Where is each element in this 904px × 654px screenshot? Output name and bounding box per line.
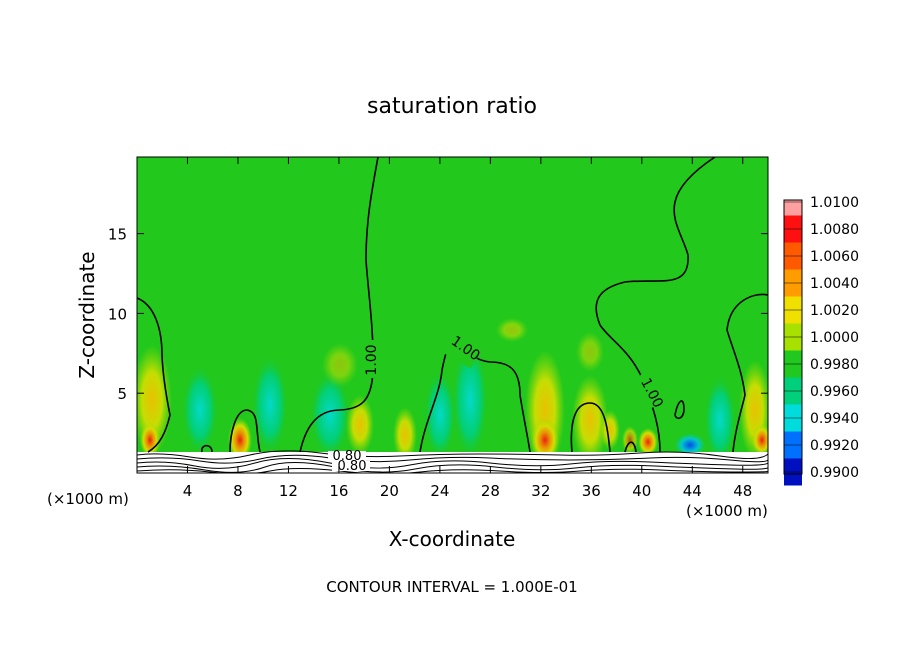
colorbar-label: 0.9940 [810,411,859,427]
x-tick-label: 32 [531,482,550,500]
x-tick-label: 8 [233,482,243,500]
y-tick-label: 5 [117,385,127,403]
heatmap-field [137,157,768,473]
colorbar-swatch [784,200,802,216]
y-axis-label: Z-coordinate [75,251,99,378]
x-tick-label: 16 [329,482,348,500]
surface-label-bg-1 [328,451,366,461]
colorbar-label: 1.0060 [810,249,859,265]
plumes [137,318,768,470]
x-tick-label: 28 [481,482,500,500]
colorbar-label: 0.9980 [810,357,859,373]
colorbar-label: 1.0000 [810,330,859,346]
colorbar-label: 1.0080 [810,222,859,238]
colorbar-label: 0.9900 [810,465,859,481]
y-tick-label: 10 [108,305,127,323]
colorbar: 1.0100 1.0080 1.0060 1.0040 1.0020 1.0000 0.99… [783,195,859,486]
colorbar-label: 0.9920 [810,438,859,454]
x-unit-left: (×1000 m) [47,490,129,508]
contour-label-5: 0.80 [338,459,367,474]
x-tick-label: 44 [683,482,702,500]
x-tick-label: 40 [632,482,651,500]
x-tick-label: 4 [183,482,193,500]
y-tick-label: 15 [108,226,127,244]
x-axis-label: X-coordinate [389,527,516,551]
colorbar-label: 1.0020 [810,303,859,319]
colorbar-label: 1.0040 [810,276,859,292]
chart-title: saturation ratio [367,94,537,119]
contour-interval-note: CONTOUR INTERVAL = 1.000E-01 [326,578,577,596]
plot-frame [136,156,769,474]
x-tick-label: 20 [380,482,399,500]
x-unit-right: (×1000 m) [686,502,768,520]
x-tick-label: 36 [582,482,601,500]
contour-label-4: 0.80 [333,449,362,464]
x-axis: 4 8 12 16 20 24 28 32 36 40 44 48 [183,157,752,500]
surface-label-bg-2 [332,461,370,471]
x-tick-label: 12 [279,482,298,500]
contour-label-backgrounds [368,327,667,413]
x-tick-label: 24 [430,482,449,500]
surface-contours [137,450,768,473]
colorbar-label: 0.9960 [810,384,859,400]
x-tick-label: 48 [733,482,752,500]
y-axis: 5 10 15 [108,226,768,403]
surface-layer [137,452,768,473]
colorbar-label: 1.0100 [810,195,859,211]
contour-label-1: 1.00 [364,344,380,375]
